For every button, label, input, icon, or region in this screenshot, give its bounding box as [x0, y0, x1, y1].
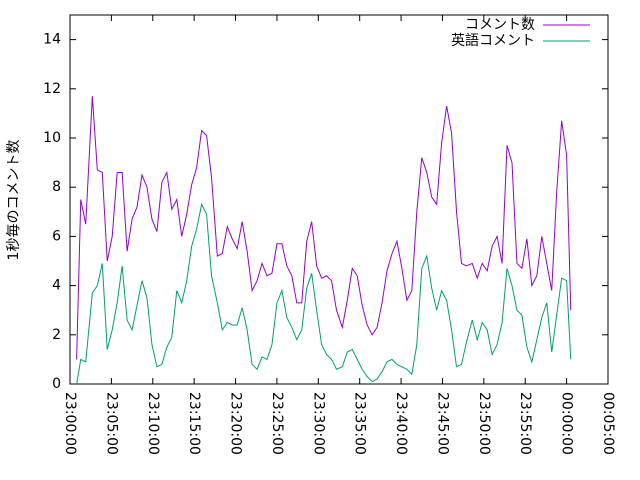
- plot-frame: [69, 14, 609, 385]
- series-line: [76, 96, 572, 360]
- legend-label: コメント数: [465, 17, 535, 33]
- y-tick-label: 2: [52, 327, 61, 343]
- x-tick-label: 23:55:00: [517, 392, 533, 455]
- x-tick-label: 23:20:00: [228, 392, 244, 455]
- x-tick-label: 00:00:00: [559, 392, 575, 455]
- y-tick-label: 10: [43, 130, 61, 146]
- x-tick-label: 23:25:00: [269, 392, 285, 455]
- y-axis-label: 1秒毎のコメント数: [6, 140, 22, 261]
- x-tick-label: 00:05:00: [600, 392, 616, 455]
- y-tick-label: 4: [52, 278, 61, 294]
- y-tick-label: 0: [52, 376, 61, 392]
- y-tick-label: 14: [43, 32, 61, 48]
- x-tick-label: 23:40:00: [393, 392, 409, 455]
- x-tick-label: 23:35:00: [352, 392, 368, 455]
- y-tick-label: 6: [52, 228, 61, 244]
- x-tick-label: 23:15:00: [186, 392, 202, 455]
- legend-label: 英語コメント: [451, 32, 535, 49]
- x-tick-label: 23:10:00: [145, 392, 161, 455]
- x-tick-label: 23:05:00: [103, 392, 119, 455]
- x-tick-label: 23:30:00: [310, 392, 326, 455]
- x-tick-label: 23:45:00: [434, 392, 450, 455]
- y-tick-label: 12: [43, 81, 61, 97]
- x-tick-label: 23:00:00: [62, 392, 78, 455]
- x-tick-label: 23:50:00: [476, 392, 492, 455]
- y-tick-label: 8: [52, 179, 61, 195]
- series-line: [76, 202, 572, 385]
